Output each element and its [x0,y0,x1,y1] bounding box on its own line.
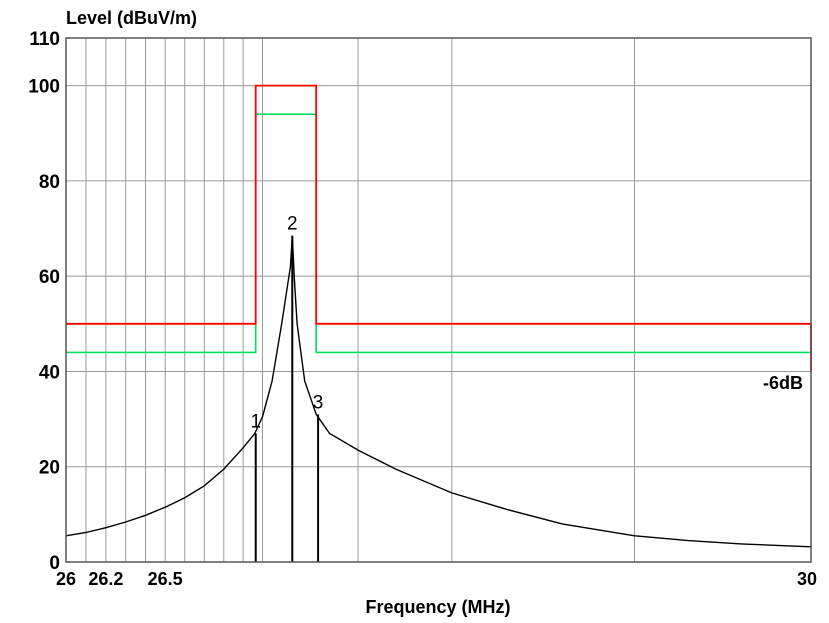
warning-line [66,113,811,354]
y-tick-labels: 0 20 40 60 80 100 110 [28,29,60,574]
measurement-trace [65,235,812,548]
plot-frame [65,37,812,563]
y-tick-label-40: 40 [39,362,60,383]
marker-2-label: 2 [287,214,298,235]
x-axis-title: Frequency (MHz) [365,597,510,617]
y-axis-title: Level (dBuV/m) [66,8,197,28]
x-tick-labels: 26 26.2 26.5 30 [56,569,817,589]
x-tick-label-26: 26 [56,569,76,589]
y-tick-label-100: 100 [28,77,60,98]
x-tick-label-26.5: 26.5 [148,569,183,589]
warning-line-label: -6dB [763,373,803,393]
plot-background [66,38,811,562]
trace-layer [65,235,812,548]
x-tick-label-30: 30 [797,569,817,589]
y-tick-label-60: 60 [39,267,60,288]
x-tick-label-26.2: 26.2 [88,569,123,589]
marker-3-label: 3 [313,392,324,413]
y-tick-label-20: 20 [39,458,60,479]
y-tick-label-0: 0 [49,553,60,574]
markers: 1 2 3 [250,214,323,562]
y-tick-label-110: 110 [29,29,60,50]
marker-1-label: 1 [250,411,261,432]
y-tick-label-80: 80 [39,172,60,193]
